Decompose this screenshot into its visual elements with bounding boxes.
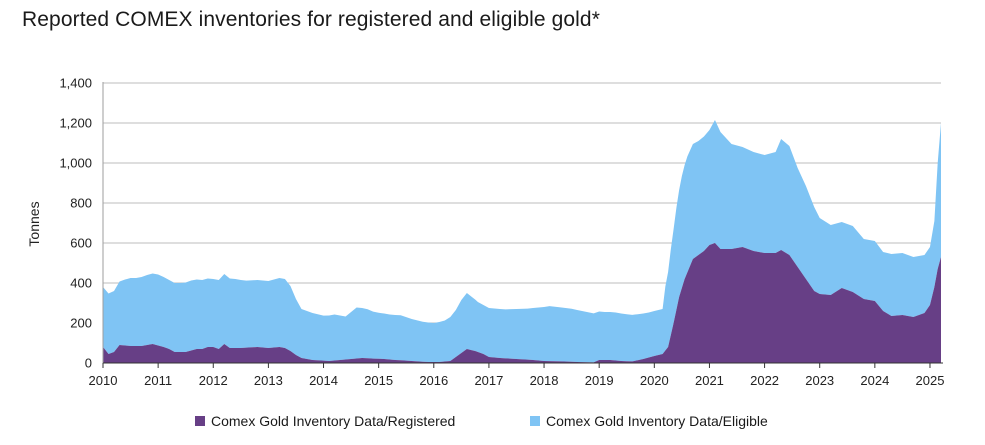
x-tick-label-2014: 2014 [309, 373, 338, 388]
y-axis-label: Tonnes [26, 201, 42, 246]
y-tick-label-200: 200 [70, 316, 92, 331]
axes [102, 82, 943, 364]
x-tick-label-2020: 2020 [640, 373, 669, 388]
x-tick-label-2011: 2011 [144, 373, 172, 388]
legend-swatch-eligible [530, 416, 540, 426]
series-areas [103, 120, 941, 363]
x-tick-label-2024: 2024 [860, 373, 889, 388]
x-tick-label-2023: 2023 [805, 373, 834, 388]
legend-label-registered: Comex Gold Inventory Data/Registered [211, 413, 456, 429]
y-tick-label-0: 0 [85, 356, 92, 371]
x-tick-label-2018: 2018 [530, 373, 559, 388]
y-tick-label-800: 800 [70, 196, 92, 211]
legend-item-registered: Comex Gold Inventory Data/Registered [195, 413, 455, 429]
x-tick-label-2022: 2022 [750, 373, 779, 388]
x-tick-label-2016: 2016 [419, 373, 448, 388]
y-tick-label-1400: 1,400 [59, 76, 92, 91]
x-tick-label-2021: 2021 [695, 373, 724, 388]
y-tick-labels: 0 200 400 600 800 1,000 1,200 1,400 [59, 76, 92, 371]
legend-swatch-registered [195, 416, 205, 426]
area-eligible [103, 120, 941, 363]
x-tick-labels: 2010 2011 2012 2013 2014 2015 2016 2017 2018 2019… [89, 363, 945, 388]
y-tick-label-400: 400 [70, 276, 92, 291]
x-tick-label-2010: 2010 [89, 373, 118, 388]
legend-label-eligible: Comex Gold Inventory Data/Eligible [546, 413, 768, 429]
chart-title: Reported COMEX inventories for registere… [22, 8, 600, 31]
x-tick-label-2015: 2015 [364, 373, 393, 388]
area-registered [103, 243, 941, 363]
y-tick-label-1000: 1,000 [59, 156, 92, 171]
x-tick-label-2025: 2025 [916, 373, 945, 388]
x-tick-label-2012: 2012 [199, 373, 228, 388]
legend-item-eligible: Comex Gold Inventory Data/Eligible [530, 413, 768, 429]
y-tick-label-1200: 1,200 [59, 116, 92, 131]
x-tick-label-2019: 2019 [585, 373, 614, 388]
y-tick-label-600: 600 [70, 236, 92, 251]
x-tick-label-2017: 2017 [474, 373, 503, 388]
x-tick-label-2013: 2013 [254, 373, 283, 388]
